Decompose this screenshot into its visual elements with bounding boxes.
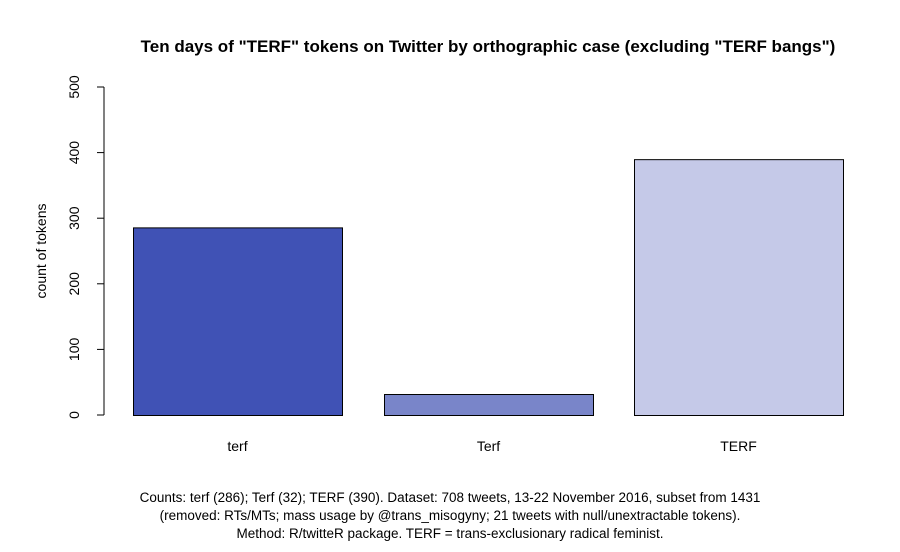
chart-title: Ten days of "TERF" tokens on Twitter by …	[141, 37, 836, 56]
y-axis: 0 100 200 300 400 500	[66, 75, 105, 419]
bars	[133, 159, 844, 416]
bar-terf-1	[133, 227, 343, 416]
caption-line-2: (removed: RTs/MTs; mass usage by @trans_…	[159, 508, 741, 523]
caption-line-1: Counts: terf (286); Terf (32); TERF (390…	[139, 490, 761, 505]
y-tick-label: 200	[66, 272, 82, 296]
x-tick-labels: terf Terf TERF	[227, 438, 756, 454]
y-axis-label: count of tokens	[33, 204, 49, 299]
chart-caption: Counts: terf (286); Terf (32); TERF (390…	[0, 489, 900, 543]
y-tick-label: 0	[66, 411, 82, 419]
y-tick-label: 400	[66, 141, 82, 165]
bar-terf-2	[384, 394, 594, 416]
caption-line-3: Method: R/twitteR package. TERF = trans-…	[236, 526, 664, 541]
x-tick-label: TERF	[720, 438, 757, 454]
y-tick-label: 300	[66, 206, 82, 230]
y-tick-label: 500	[66, 75, 82, 99]
y-tick-label: 100	[66, 338, 82, 362]
x-tick-label: terf	[227, 438, 247, 454]
bar-terf-3	[634, 159, 844, 416]
x-tick-label: Terf	[477, 438, 500, 454]
